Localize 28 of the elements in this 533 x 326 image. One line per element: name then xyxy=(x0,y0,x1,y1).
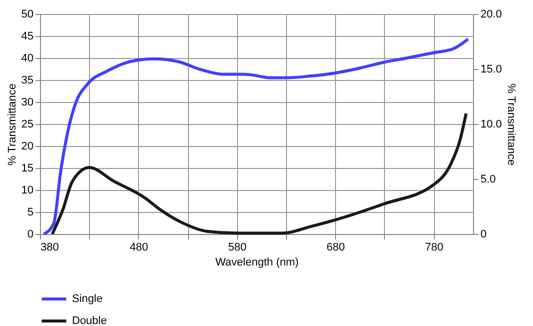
y-tick-label: 50 xyxy=(21,8,34,20)
y-axis-title: % Transmittance xyxy=(6,84,18,166)
x-tick-label: 780 xyxy=(424,242,444,254)
x-tick-label: 680 xyxy=(326,242,345,254)
y-tick-label: 25 xyxy=(21,118,34,130)
x-tick-label: 480 xyxy=(130,242,148,254)
y2-tick-label: 0 xyxy=(480,228,487,240)
y-tick-label: 15 xyxy=(21,162,34,174)
x-axis-title: Wavelength (nm) xyxy=(215,256,299,268)
y2-axis-title: % Transmittance xyxy=(504,84,517,166)
y-tick-label: 30 xyxy=(21,96,34,108)
y2-tick-label: 15.0 xyxy=(480,64,502,76)
y-tick-label: 0 xyxy=(27,228,34,240)
y-tick-label: 5 xyxy=(27,206,34,218)
x-tick-label: 580 xyxy=(228,242,246,254)
y-tick-label: 40 xyxy=(21,52,34,64)
legend-label: Double xyxy=(72,315,107,326)
y-tick-label: 45 xyxy=(21,30,34,42)
y-tick-label: 10 xyxy=(21,184,34,196)
y2-tick-label: 20.0 xyxy=(480,8,502,20)
y2-tick-label: 10.0 xyxy=(480,118,502,130)
y-tick-label: 35 xyxy=(21,74,34,86)
x-tick-label: 380 xyxy=(40,242,59,254)
line-series xyxy=(50,112,468,236)
y-tick-label: 20 xyxy=(21,140,34,152)
legend-label: Single xyxy=(72,293,103,305)
y2-tick-label: 5.0 xyxy=(480,174,496,186)
line-series xyxy=(42,38,470,236)
